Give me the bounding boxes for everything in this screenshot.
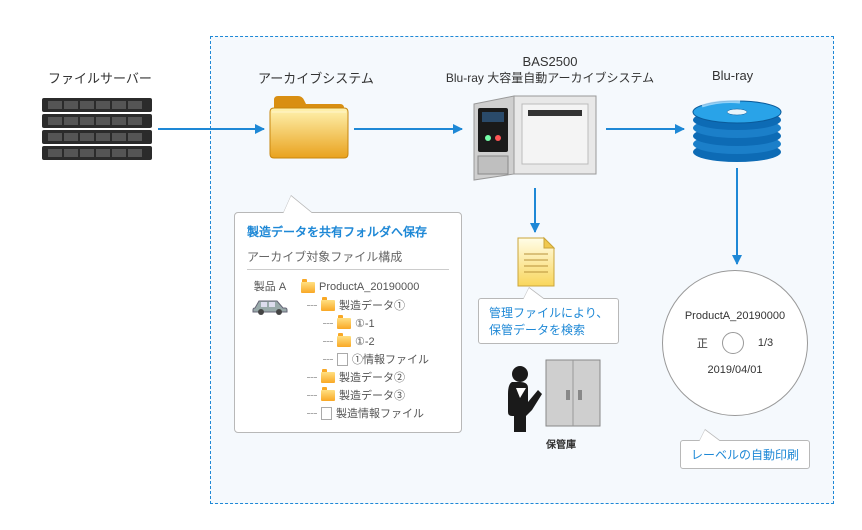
storage-label: 保管庫	[546, 436, 576, 451]
disc-left: 正	[697, 335, 708, 351]
folder-icon-small	[321, 372, 335, 383]
arrow-bluray-to-disc	[736, 168, 738, 264]
disc-title: ProductA_20190000	[685, 310, 785, 322]
tree-item-label: 製造データ②	[339, 369, 405, 385]
car-icon	[251, 296, 289, 316]
arrow-server-to-folder	[158, 128, 264, 130]
folder-icon-small	[301, 282, 315, 293]
folder-icon-small	[337, 336, 351, 347]
bluray-label: Blu-ray	[712, 68, 753, 83]
disc-date: 2019/04/01	[707, 364, 762, 376]
tree-item: 製造データ③	[301, 386, 449, 404]
folder-icon-small	[321, 390, 335, 401]
label-print-text: レーベルの自動印刷	[691, 448, 799, 462]
callout-subtitle: アーカイブ対象ファイル構成	[247, 248, 449, 270]
tree-item-label: ①-1	[355, 317, 375, 330]
bas2500-label: BAS2500 Blu-ray 大容量自動アーカイブシステム	[420, 54, 680, 86]
tree-item-label: ①-2	[355, 335, 375, 348]
arrow-bas-to-bluray	[606, 128, 684, 130]
tree-item: ①-1	[301, 314, 449, 332]
storage-icon	[498, 354, 608, 443]
label-print-note: レーベルの自動印刷	[680, 440, 810, 469]
file-server-label: ファイルサーバー	[48, 68, 152, 87]
disc-right: 1/3	[758, 337, 773, 349]
management-note-line1: 管理ファイルにより、	[489, 304, 608, 321]
file-icon-small	[337, 353, 348, 366]
bas2500-device-icon	[468, 90, 602, 187]
file-server-icon	[38, 94, 156, 169]
folder-callout: 製造データを共有フォルダへ保存 アーカイブ対象ファイル構成 製品 A Produ…	[234, 212, 462, 433]
tree-item-label: 製造データ①	[339, 297, 405, 313]
disc-label: ProductA_20190000 正 1/3 2019/04/01	[662, 270, 808, 416]
tree-item: ①情報ファイル	[301, 350, 449, 368]
folder-icon-small	[337, 318, 351, 329]
management-note: 管理ファイルにより、 保管データを検索	[478, 298, 619, 344]
callout-title: 製造データを共有フォルダへ保存	[247, 223, 449, 240]
bas2500-line2: Blu-ray 大容量自動アーカイブシステム	[420, 69, 680, 86]
folder-icon	[268, 96, 350, 165]
product-label: 製品 A	[247, 278, 293, 294]
tree-root: ProductA_20190000	[319, 281, 419, 293]
tree-item-label: 製造情報ファイル	[336, 405, 424, 421]
tree-item-label: ①情報ファイル	[352, 351, 429, 367]
management-note-line2: 保管データを検索	[489, 321, 608, 338]
bas2500-line1: BAS2500	[420, 54, 680, 69]
arrow-bas-to-file	[534, 188, 536, 232]
bluray-stack-icon	[690, 94, 784, 167]
tree-item-label: 製造データ③	[339, 387, 405, 403]
archive-system-label: アーカイブシステム	[258, 68, 374, 87]
document-icon	[514, 236, 558, 293]
tree-item: 製造情報ファイル	[301, 404, 449, 422]
tree-item: 製造データ①	[301, 296, 449, 314]
tree-item: 製造データ②	[301, 368, 449, 386]
disc-hole-icon	[722, 332, 744, 354]
folder-icon-small	[321, 300, 335, 311]
arrow-folder-to-bas	[354, 128, 462, 130]
tree-item: ①-2	[301, 332, 449, 350]
file-icon-small	[321, 407, 332, 420]
